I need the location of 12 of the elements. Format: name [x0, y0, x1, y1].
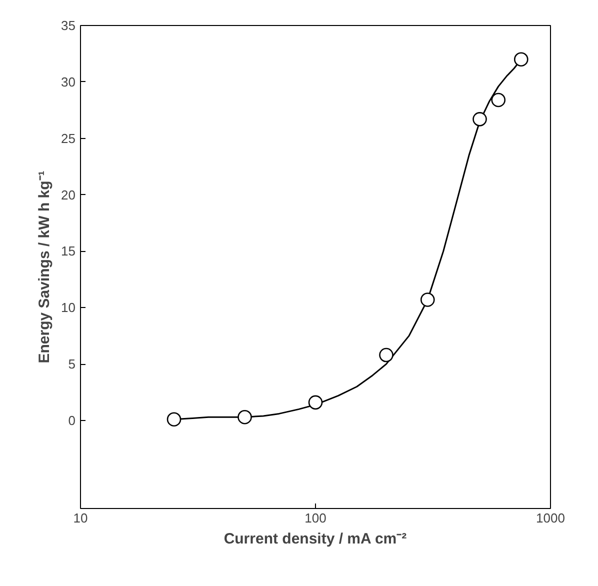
y-axis-title: Energy Savings / kW h kg⁻¹ — [36, 170, 54, 364]
y-tick-label: 30 — [61, 74, 76, 90]
x-axis-title: Current density / mA cm⁻² — [224, 530, 407, 548]
x-tick-label: 1000 — [536, 510, 565, 526]
y-tick-label: 0 — [68, 412, 76, 428]
y-tick-label: 10 — [61, 300, 76, 316]
x-tick-label: 100 — [304, 510, 326, 526]
y-tick-label: 20 — [61, 187, 76, 202]
y-tick-label: 5 — [68, 356, 76, 372]
y-tick-label: 15 — [61, 244, 76, 259]
y-tick-label: 35 — [61, 18, 76, 33]
y-tick-label: 25 — [61, 130, 76, 146]
